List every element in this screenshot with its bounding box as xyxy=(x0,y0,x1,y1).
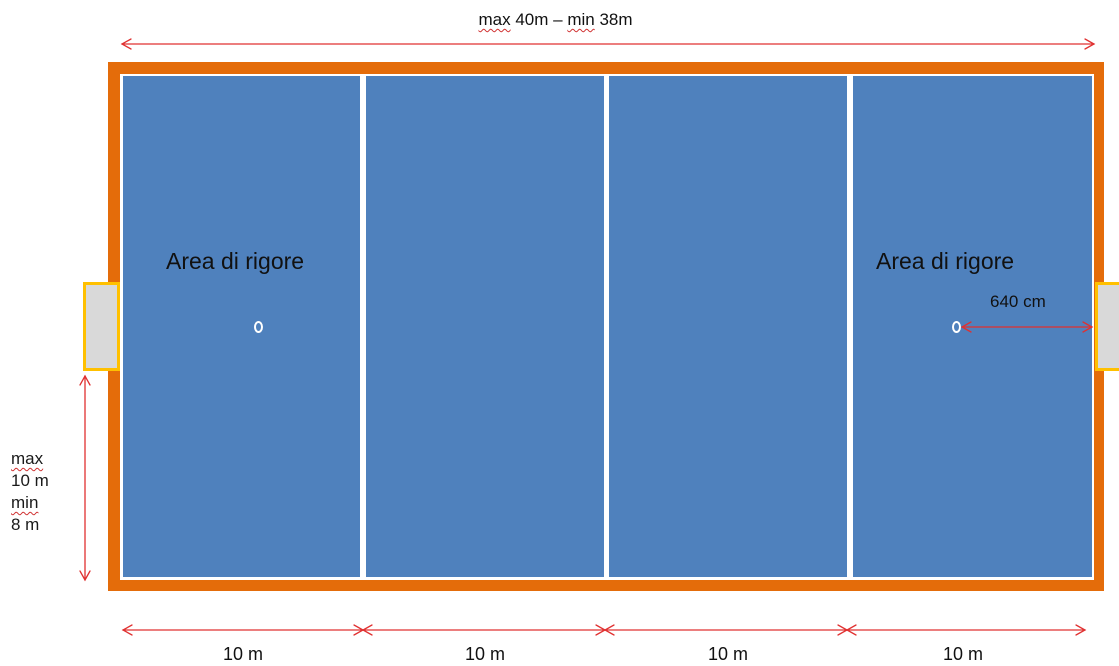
width-dimension-label: max 10 m min 8 m xyxy=(11,448,49,536)
width-max-value: 10 m xyxy=(11,471,49,490)
length-min-word: min xyxy=(567,10,595,29)
width-min-value: 8 m xyxy=(11,515,40,534)
width-arrow xyxy=(79,374,91,582)
penalty-spot-left xyxy=(254,321,263,333)
zone-arrow-1 xyxy=(121,624,365,636)
zone-length-label-2: 10 m xyxy=(465,644,506,664)
zone-arrow-2 xyxy=(361,624,607,636)
field-zone-1 xyxy=(123,76,360,577)
length-min-value: 38m xyxy=(594,10,633,29)
zone-length-label-4: 10 m xyxy=(943,644,984,664)
zone-arrow-4 xyxy=(845,624,1087,636)
width-min-word: min xyxy=(11,493,39,512)
zone-length-label-3: 10 m xyxy=(708,644,749,664)
penalty-area-label-left: Area di rigore xyxy=(166,248,305,274)
length-max-value: 40m – xyxy=(510,10,568,29)
penalty-area-label-right: Area di rigore xyxy=(876,248,1015,274)
zone-length-label-1: 10 m xyxy=(223,644,264,664)
field-zone-3 xyxy=(609,76,847,577)
goal-right xyxy=(1095,282,1119,371)
length-dimension-label: max 40m – min 38m xyxy=(0,10,1119,30)
width-max-word: max xyxy=(11,449,44,468)
field-zone-2 xyxy=(366,76,604,577)
length-arrow xyxy=(120,38,1096,50)
zone-arrow-3 xyxy=(603,624,849,636)
goal-left xyxy=(83,282,120,371)
spot-distance-arrow xyxy=(960,321,1094,333)
penalty-spot-right xyxy=(952,321,961,333)
length-max-word: max xyxy=(478,10,511,29)
spot-distance-label: 640 cm xyxy=(990,292,1046,311)
